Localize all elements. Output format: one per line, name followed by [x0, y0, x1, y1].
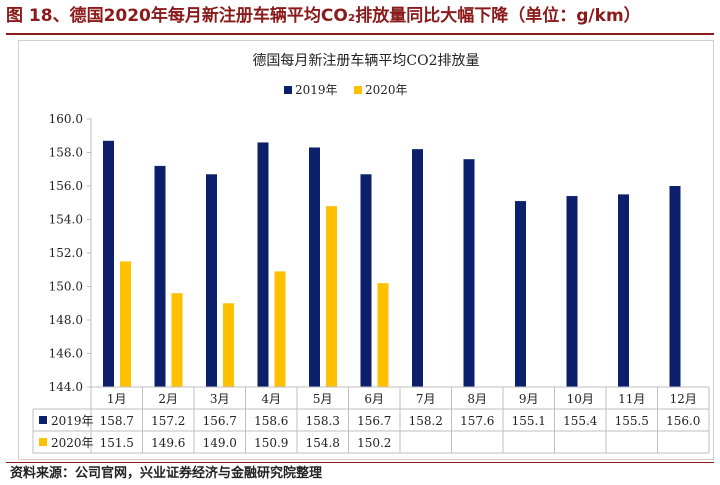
chart-title: 德国每月新注册车辆平均CO2排放量: [252, 52, 479, 69]
x-tick-label: 9月: [519, 392, 539, 406]
table-series-label: 2020年: [51, 436, 94, 450]
bar-2019-8: [463, 159, 475, 387]
data-table: 1月 2月 3月 4月 5月 6月 7月 8月 9月 10月 11月 12月 2019年 158.7 157…: [32, 386, 710, 454]
y-tick-label: 158.0: [49, 146, 83, 160]
chart-svg: 德国每月新注册车辆平均CO2排放量 2019年 2020年 144.0146.01…: [32, 52, 710, 454]
x-tick-label: 8月: [467, 392, 487, 406]
bar-2020-2: [171, 293, 183, 387]
bar-2019-4: [257, 142, 269, 387]
data-label: 158.3: [306, 414, 340, 428]
data-label: 149.6: [151, 436, 185, 450]
bar-2019-6: [360, 174, 372, 387]
bar-2019-11: [618, 194, 629, 387]
x-tick-label: 3月: [210, 392, 230, 406]
data-label: 155.1: [512, 414, 546, 428]
table-swatch-0: [39, 416, 47, 424]
legend-label-0: 2019年: [295, 83, 338, 97]
bar-2019-12: [669, 186, 681, 387]
x-tick-label: 2月: [158, 392, 178, 406]
table-series-label: 2019年: [51, 414, 94, 428]
title-divider: [6, 33, 714, 35]
x-tick-label: 12月: [670, 392, 697, 406]
data-label: 156.7: [357, 414, 391, 428]
data-label: 150.9: [254, 436, 288, 450]
bar-2020-5: [326, 206, 337, 387]
data-label: 156.0: [666, 414, 700, 428]
legend-swatch-0: [284, 86, 292, 94]
data-label: 157.2: [151, 414, 185, 428]
legend: 2019年 2020年: [284, 83, 408, 97]
data-label: 149.0: [203, 436, 237, 450]
x-tick-label: 4月: [261, 392, 281, 406]
legend-swatch-1: [354, 86, 362, 94]
y-axis: 144.0 146.0 148.0 150.0 152.0 154.0 156.0 158.0…: [49, 112, 92, 394]
data-label: 158.2: [409, 414, 443, 428]
x-tick-label: 7月: [416, 392, 436, 406]
source-divider: [6, 462, 714, 463]
chart-frame: 德国每月新注册车辆平均CO2排放量 2019年 2020年 144.0 146.0 1…: [18, 40, 714, 460]
y-tick-label: 154.0: [49, 213, 83, 227]
bar-2020-6: [377, 283, 389, 387]
data-label: 158.7: [100, 414, 134, 428]
data-label: 151.5: [100, 436, 134, 450]
y-tick-label: 150.0: [49, 280, 83, 294]
x-tick-label: 5月: [313, 392, 333, 406]
bars: [103, 140, 681, 387]
bar-2020-4: [274, 271, 286, 387]
x-tick-label: 10月: [567, 392, 594, 406]
y-tick-label: 156.0: [49, 179, 83, 193]
bar-2019-3: [206, 174, 217, 387]
data-label: 150.2: [357, 436, 391, 450]
bar-2019-2: [154, 165, 166, 387]
data-label: 154.8: [306, 436, 340, 450]
bar-2019-1: [103, 140, 114, 387]
bar-2019-9: [515, 201, 526, 387]
x-tick-label: 1月: [107, 392, 127, 406]
data-label: 158.6: [254, 414, 288, 428]
y-tick-label: 160.0: [49, 112, 83, 126]
bar-2019-5: [309, 147, 320, 387]
bar-2019-7: [412, 149, 423, 387]
x-tick-label: 11月: [618, 392, 645, 406]
y-tick-label: 152.0: [49, 246, 83, 260]
x-tick-label: 6月: [364, 392, 384, 406]
y-tick-label: 146.0: [49, 347, 83, 361]
bar-2020-3: [223, 303, 234, 387]
source-note: 资料来源：公司官网，兴业证券经济与金融研究院整理: [10, 466, 323, 481]
data-label: 155.5: [615, 414, 649, 428]
data-label: 156.7: [203, 414, 237, 428]
data-label: 157.6: [460, 414, 494, 428]
table-swatch-1: [39, 438, 47, 446]
y-tick-label: 148.0: [49, 313, 83, 327]
figure-title: 图 18、德国2020年每月新注册车辆平均CO₂排放量同比大幅下降（单位：g/k…: [6, 6, 641, 26]
legend-label-1: 2020年: [365, 83, 408, 97]
bar-2020-1: [120, 261, 131, 387]
y-tick-label: 144.0: [49, 380, 83, 394]
bar-2019-10: [566, 196, 578, 387]
data-label: 155.4: [563, 414, 598, 428]
